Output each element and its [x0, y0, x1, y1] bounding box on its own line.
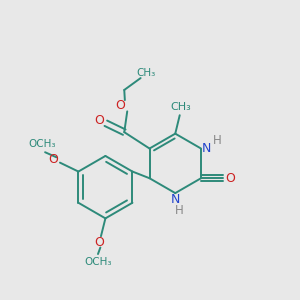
Text: CH₃: CH₃ [170, 102, 191, 112]
Text: O: O [94, 114, 104, 127]
Text: H: H [213, 134, 222, 147]
Text: OCH₃: OCH₃ [84, 257, 112, 267]
Text: N: N [171, 193, 180, 206]
Text: O: O [94, 236, 104, 249]
Text: N: N [202, 142, 211, 155]
Text: H: H [175, 204, 183, 217]
Text: O: O [115, 99, 125, 112]
Text: OCH₃: OCH₃ [28, 139, 56, 149]
Text: CH₃: CH₃ [136, 68, 156, 78]
Text: O: O [225, 172, 235, 185]
Text: O: O [49, 153, 58, 166]
